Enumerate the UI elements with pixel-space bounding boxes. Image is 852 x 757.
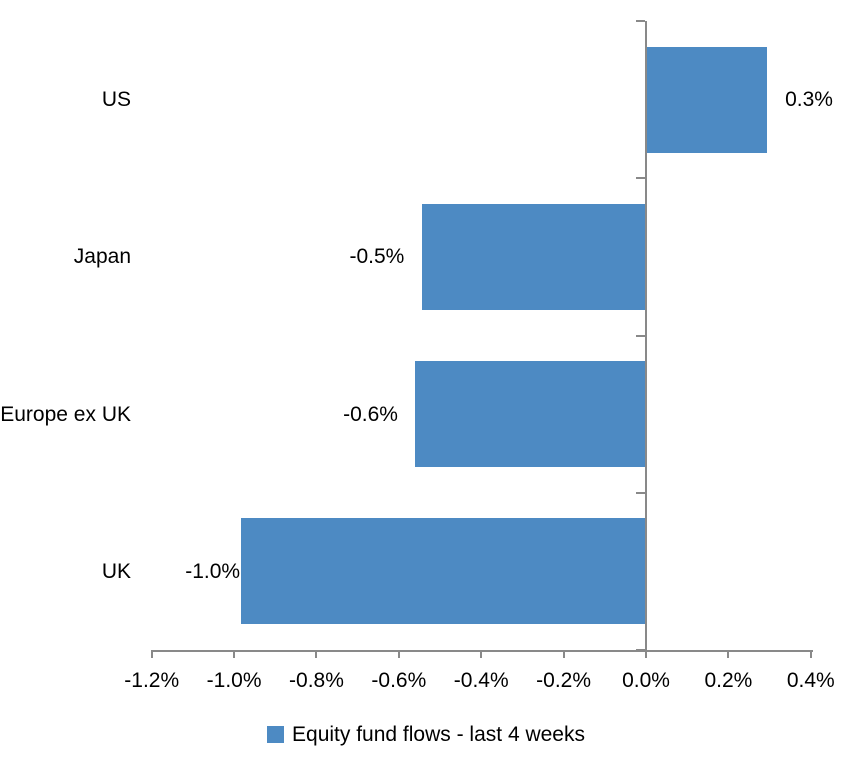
x-axis-tick xyxy=(727,650,730,658)
x-axis-tick xyxy=(315,650,318,658)
category-axis-tick xyxy=(636,334,645,337)
x-axis-tick xyxy=(562,650,565,658)
x-axis-tick-label: -0.4% xyxy=(453,669,509,692)
x-axis-tick xyxy=(480,650,483,658)
category-axis-tick xyxy=(636,20,645,22)
category-label: Japan xyxy=(73,245,131,269)
category-axis-tick xyxy=(636,177,645,180)
x-axis-tick xyxy=(233,650,236,658)
x-axis-tick-label: -1.2% xyxy=(124,669,180,692)
x-axis-tick-label: -0.8% xyxy=(289,669,344,692)
category-label: Europe ex UK xyxy=(0,402,131,426)
bar-value-label: -1.0% xyxy=(185,559,241,583)
bar xyxy=(422,203,646,310)
bar xyxy=(646,46,768,153)
x-axis-tick-label: -0.2% xyxy=(536,669,592,692)
x-axis-tick xyxy=(397,650,400,658)
legend: Equity fund flows - last 4 weeks xyxy=(0,722,852,746)
bar-value-label: -0.6% xyxy=(343,402,398,426)
bar-value-label: -0.5% xyxy=(349,245,405,269)
bar xyxy=(241,518,646,625)
x-axis-tick-label: 0.4% xyxy=(786,669,835,692)
x-axis-tick xyxy=(645,650,647,658)
x-axis-tick xyxy=(809,650,812,658)
category-axis-line xyxy=(645,21,647,650)
category-label: US xyxy=(101,88,131,112)
x-axis-tick-label: -1.0% xyxy=(206,669,262,692)
x-axis-tick xyxy=(150,650,153,658)
legend-marker-square-icon xyxy=(267,725,285,743)
category-label: UK xyxy=(101,559,131,583)
x-axis-tick-label: -0.6% xyxy=(371,669,427,692)
category-axis-tick xyxy=(636,491,645,494)
bar-value-label: 0.3% xyxy=(785,88,833,112)
x-axis-tick-label: 0.0% xyxy=(622,669,670,692)
x-axis-tick-label: 0.2% xyxy=(704,669,753,692)
legend-label: Equity fund flows - last 4 weeks xyxy=(292,722,585,746)
bar xyxy=(414,361,646,468)
